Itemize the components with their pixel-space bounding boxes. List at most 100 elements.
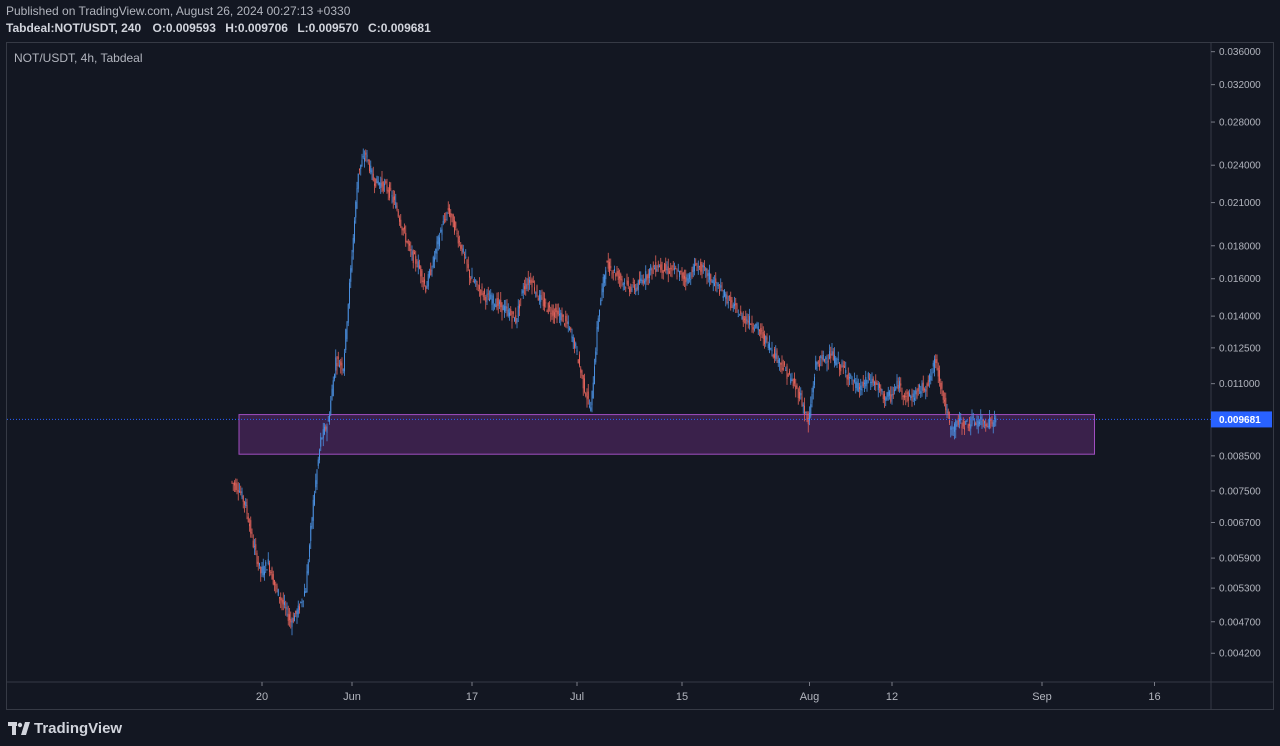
candle-body — [907, 391, 909, 401]
candle-body — [439, 237, 440, 247]
candle-body — [326, 426, 328, 433]
candle-body — [536, 285, 538, 297]
candle-body — [396, 205, 398, 211]
candle-body — [975, 422, 977, 426]
candle-body — [592, 382, 594, 399]
candle-body — [349, 282, 350, 305]
candle-body — [551, 308, 553, 317]
candle-body — [976, 420, 978, 423]
candle-body — [381, 178, 383, 187]
candle-body — [252, 540, 254, 548]
candle-body — [462, 248, 464, 253]
x-axis[interactable]: 20 Jun 17 Jul 15 Aug 12 Sep 16 — [256, 682, 1161, 703]
candle-body — [767, 344, 769, 348]
candle-body — [939, 370, 940, 382]
candle-body — [917, 387, 919, 392]
candle-body — [690, 278, 692, 280]
candle-body — [521, 290, 523, 294]
candle-body — [661, 262, 663, 273]
candle-body — [990, 418, 992, 421]
candle-body — [477, 290, 479, 292]
candle-body — [639, 279, 640, 284]
candle-body — [605, 270, 607, 280]
candle-body — [516, 318, 518, 323]
y-tick-label: 0.032000 — [1219, 80, 1261, 91]
candle-body — [452, 214, 454, 228]
candle-body — [560, 312, 562, 321]
candle-body — [614, 269, 615, 272]
candle-body — [384, 183, 385, 186]
candle-body — [260, 566, 262, 574]
candle-body — [270, 572, 272, 573]
candle-body — [365, 152, 367, 155]
x-tick-label: 16 — [1148, 691, 1160, 703]
current-price-line-layer: 0.009681 — [7, 411, 1272, 428]
candle-body — [682, 272, 684, 280]
candle-body — [450, 213, 452, 218]
high-value: 0.009706 — [237, 21, 288, 35]
candle-body — [595, 351, 597, 363]
candle-body — [451, 213, 453, 216]
candle-body — [544, 298, 545, 307]
candle-body — [440, 229, 442, 232]
candle-body — [590, 407, 592, 411]
candle-body — [902, 395, 904, 398]
candle-body — [884, 393, 885, 401]
candle-body — [567, 321, 569, 325]
candle-body — [687, 278, 689, 284]
candle-body — [751, 322, 753, 327]
candle-body — [320, 437, 322, 447]
candle-body — [277, 589, 279, 596]
candle-body — [289, 614, 290, 621]
candle-body — [827, 360, 829, 362]
candle-body — [491, 299, 493, 305]
candle-body — [367, 159, 369, 161]
candle-body — [684, 275, 685, 279]
candle-body — [609, 261, 610, 274]
candle-body — [640, 278, 642, 281]
candle-body — [287, 613, 289, 621]
candle-body — [672, 265, 674, 267]
candle-body — [814, 376, 815, 386]
candle-body — [896, 380, 898, 386]
chart-frame[interactable] — [6, 42, 1274, 710]
candle-body — [637, 280, 639, 291]
candle-body — [735, 302, 737, 306]
candle-body — [550, 313, 552, 315]
candle-body — [292, 618, 294, 622]
candle-body — [712, 280, 714, 284]
low-label: L: — [297, 21, 309, 35]
y-tick-label: 0.005900 — [1219, 554, 1261, 565]
candle-body — [435, 249, 437, 254]
candle-body — [825, 357, 827, 360]
candle-body — [247, 516, 249, 523]
candle-body — [714, 282, 715, 287]
candle-body — [812, 385, 814, 393]
candle-body — [622, 283, 624, 285]
candle-body — [347, 304, 349, 323]
candle-body — [899, 381, 900, 389]
candle-body — [906, 392, 908, 395]
candle-body — [855, 382, 857, 388]
candle-body — [306, 571, 308, 593]
candle-body — [780, 362, 782, 365]
y-axis[interactable]: 0.036000 0.032000 0.028000 0.024000 0.021000… — [1211, 47, 1261, 660]
tradingview-logo[interactable]: TradingView — [8, 720, 122, 737]
candle-body — [501, 302, 503, 313]
candle-body — [925, 389, 927, 392]
candle-body — [695, 263, 697, 266]
candle-body — [770, 348, 772, 350]
candle-body — [341, 362, 343, 370]
candle-body — [909, 393, 910, 397]
candle-body — [940, 382, 942, 390]
candle-body — [522, 290, 524, 293]
price-chart[interactable]: 0.009681 0.036000 0.032000 0.028000 0.02400… — [0, 0, 1280, 712]
candle-body — [966, 420, 968, 422]
candle-body — [470, 277, 472, 281]
candle-body — [869, 378, 870, 381]
candle-body — [927, 380, 929, 386]
candle-body — [680, 270, 682, 273]
candle-body — [405, 232, 407, 243]
candle-body — [724, 290, 725, 297]
candle-body — [742, 316, 744, 322]
